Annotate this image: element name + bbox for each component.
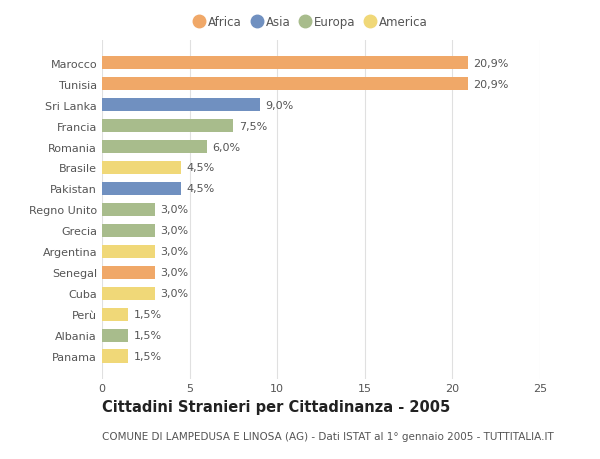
- Bar: [102, 245, 155, 259]
- Text: 20,9%: 20,9%: [473, 58, 509, 68]
- Text: 3,0%: 3,0%: [160, 226, 188, 236]
- Text: 1,5%: 1,5%: [134, 330, 161, 341]
- Text: 7,5%: 7,5%: [239, 121, 267, 131]
- Bar: [102, 308, 128, 321]
- Bar: [102, 329, 128, 342]
- Bar: [102, 140, 207, 154]
- Bar: [102, 99, 260, 112]
- Text: 3,0%: 3,0%: [160, 268, 188, 278]
- Text: 20,9%: 20,9%: [473, 79, 509, 90]
- Text: 3,0%: 3,0%: [160, 247, 188, 257]
- Text: COMUNE DI LAMPEDUSA E LINOSA (AG) - Dati ISTAT al 1° gennaio 2005 - TUTTITALIA.I: COMUNE DI LAMPEDUSA E LINOSA (AG) - Dati…: [102, 431, 554, 442]
- Text: 4,5%: 4,5%: [186, 163, 214, 173]
- Bar: [102, 203, 155, 217]
- Bar: [102, 78, 468, 91]
- Text: 1,5%: 1,5%: [134, 310, 161, 319]
- Bar: [102, 56, 468, 70]
- Bar: [102, 119, 233, 133]
- Bar: [102, 350, 128, 364]
- Bar: [102, 266, 155, 280]
- Bar: [102, 287, 155, 301]
- Bar: [102, 161, 181, 175]
- Text: 1,5%: 1,5%: [134, 352, 161, 362]
- Bar: [102, 182, 181, 196]
- Text: 6,0%: 6,0%: [212, 142, 241, 152]
- Text: 3,0%: 3,0%: [160, 205, 188, 215]
- Text: Cittadini Stranieri per Cittadinanza - 2005: Cittadini Stranieri per Cittadinanza - 2…: [102, 399, 450, 414]
- Legend: Africa, Asia, Europa, America: Africa, Asia, Europa, America: [194, 13, 430, 31]
- Text: 4,5%: 4,5%: [186, 184, 214, 194]
- Text: 3,0%: 3,0%: [160, 289, 188, 299]
- Bar: [102, 224, 155, 238]
- Text: 9,0%: 9,0%: [265, 101, 293, 110]
